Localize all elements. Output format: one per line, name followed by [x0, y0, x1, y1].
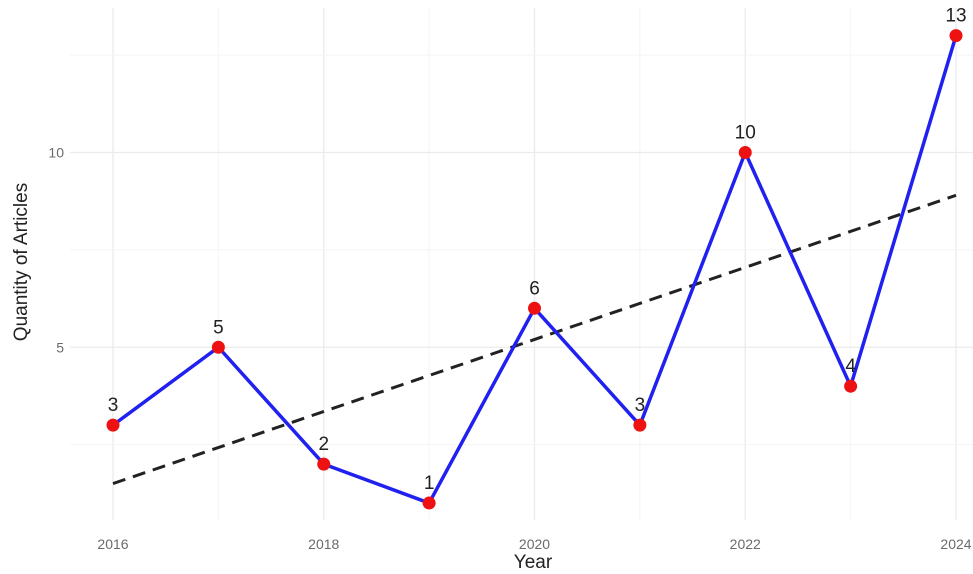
data-label: 1: [424, 473, 435, 494]
data-labels: 3 5 2 1 6 3 10 4 13: [108, 6, 967, 494]
x-tick-label: 2020: [519, 536, 550, 552]
grid-lines: [70, 8, 973, 520]
x-tick-label: 2024: [940, 536, 971, 552]
data-point: [844, 379, 858, 393]
x-axis-title: Year: [514, 552, 553, 573]
y-tick-label: 10: [48, 145, 64, 161]
data-label: 5: [213, 317, 224, 338]
data-point: [949, 29, 963, 43]
data-point: [211, 340, 225, 354]
data-label: 3: [108, 395, 119, 416]
data-point: [738, 146, 752, 159]
y-tick-label: 5: [56, 339, 64, 355]
trend-line-group: [112, 193, 957, 485]
data-point: [317, 457, 331, 471]
data-label: 6: [529, 278, 540, 299]
y-axis-title: Quantity of Articles: [11, 183, 32, 341]
data-point: [633, 418, 647, 432]
x-tick-label: 2016: [97, 536, 128, 552]
y-axis-ticks: 5 10: [48, 145, 64, 356]
series-group: [106, 29, 963, 510]
data-label: 13: [945, 6, 966, 27]
data-point: [528, 301, 541, 315]
x-tick-label: 2022: [730, 536, 761, 552]
x-axis-ticks: 2016 2018 2020 2022 2024: [97, 536, 971, 552]
data-label: 4: [845, 356, 856, 377]
data-label: 2: [318, 434, 329, 455]
data-point: [106, 418, 120, 432]
trend-line: [112, 193, 957, 485]
x-tick-label: 2018: [308, 536, 339, 552]
data-label: 3: [635, 395, 646, 416]
data-label: 10: [735, 123, 756, 144]
data-point: [422, 496, 436, 510]
